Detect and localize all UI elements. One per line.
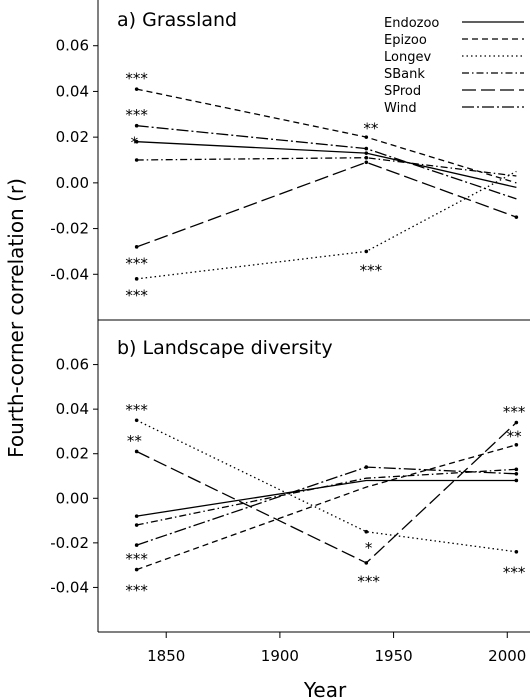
y-axis-label: Fourth-corner correlation (r) bbox=[4, 178, 28, 458]
data-point-sprod bbox=[364, 561, 369, 565]
legend-label: Epizoo bbox=[384, 33, 427, 48]
data-point-epizoo bbox=[364, 135, 369, 139]
data-point-sprod bbox=[134, 449, 139, 454]
y-tick-label: -0.02 bbox=[50, 534, 89, 552]
y-tick-label: 0.04 bbox=[56, 400, 89, 418]
panel-a-title: a) Grassland bbox=[117, 9, 237, 31]
data-point-wind bbox=[364, 465, 369, 469]
data-point-epizoo bbox=[134, 87, 139, 91]
y-tick-label: 0.06 bbox=[56, 37, 89, 55]
panel-grassland: a) Grassland -0.04 -0.02 0.00 0.02 0.04 0.06 *… bbox=[50, 0, 530, 321]
series-line-sbank bbox=[136, 468, 517, 526]
data-point-endozoo bbox=[514, 478, 519, 483]
series-line-sprod bbox=[136, 161, 517, 248]
data-point-endozoo bbox=[134, 139, 139, 144]
y-tick-label: -0.02 bbox=[50, 220, 89, 238]
significance-label: * bbox=[365, 539, 373, 557]
data-point-wind bbox=[514, 471, 519, 476]
significance-label: * bbox=[131, 133, 139, 151]
significance-label: ** bbox=[507, 428, 523, 446]
x-tick-label: 1900 bbox=[261, 647, 299, 665]
data-point-sbank bbox=[364, 155, 369, 160]
series-line-longev bbox=[136, 170, 517, 280]
data-point-sprod bbox=[364, 160, 369, 165]
significance-label: *** bbox=[125, 581, 148, 599]
data-point-sprod bbox=[514, 215, 519, 219]
x-tick-label: 2000 bbox=[488, 647, 526, 665]
significance-label: ** bbox=[127, 432, 143, 450]
data-point-sprod bbox=[514, 420, 519, 425]
data-point-sbank bbox=[134, 523, 139, 527]
significance-label: *** bbox=[360, 261, 383, 279]
data-point-longev bbox=[134, 418, 139, 423]
y-tick-label: 0.04 bbox=[56, 82, 89, 100]
legend-label: Longev bbox=[384, 50, 431, 65]
x-tick-label: 1950 bbox=[374, 647, 412, 665]
legend-label: Endozoo bbox=[384, 16, 439, 31]
y-tick-label: -0.04 bbox=[50, 578, 89, 596]
data-point-sprod bbox=[134, 245, 139, 249]
data-point-sbank bbox=[514, 467, 519, 472]
data-point-longev bbox=[364, 249, 369, 254]
significance-label: *** bbox=[503, 403, 526, 421]
series-line-epizoo bbox=[136, 444, 517, 571]
x-tick-label: 1850 bbox=[147, 647, 185, 665]
legend-label: SProd bbox=[384, 84, 421, 99]
y-tick-label: -0.04 bbox=[50, 265, 89, 283]
data-point-endozoo bbox=[134, 514, 139, 518]
data-point-longev bbox=[364, 529, 369, 534]
data-point-longev bbox=[134, 277, 139, 281]
significance-label: *** bbox=[125, 401, 148, 419]
legend-label: SBank bbox=[384, 67, 425, 82]
panel-landscape-diversity: b) Landscape diversity -0.04 -0.02 0.00 0.0… bbox=[50, 320, 530, 633]
y-tick-label: 0.02 bbox=[56, 445, 89, 463]
significance-label: *** bbox=[125, 550, 148, 568]
significance-label: *** bbox=[125, 69, 148, 87]
x-axis-label: Year bbox=[303, 678, 347, 700]
y-tick-label: 0.00 bbox=[56, 174, 89, 192]
significance-label: *** bbox=[125, 287, 148, 305]
legend-label: Wind bbox=[384, 101, 417, 116]
data-point-sbank bbox=[134, 158, 139, 162]
y-tick-label: 0.02 bbox=[56, 128, 89, 146]
data-point-endozoo bbox=[364, 151, 369, 155]
data-point-longev bbox=[514, 549, 519, 554]
data-point-epizoo bbox=[514, 443, 519, 447]
series-line-endozoo bbox=[136, 479, 517, 517]
y-tick-label: 0.00 bbox=[56, 489, 89, 507]
significance-label: *** bbox=[125, 255, 148, 273]
data-point-wind bbox=[134, 543, 139, 547]
data-point-wind bbox=[364, 146, 369, 151]
y-tick-label: 0.06 bbox=[56, 356, 89, 374]
data-point-epizoo bbox=[134, 567, 139, 572]
significance-label: *** bbox=[503, 564, 526, 582]
significance-label: *** bbox=[357, 573, 380, 591]
data-point-wind bbox=[134, 123, 139, 128]
series-line-sbank bbox=[136, 157, 517, 177]
series-line-longev bbox=[136, 419, 517, 553]
significance-label: ** bbox=[363, 120, 379, 138]
legend: Endozoo Epizoo Longev SBank SProd Wind bbox=[384, 16, 524, 116]
panel-b-title: b) Landscape diversity bbox=[117, 337, 333, 359]
significance-label: *** bbox=[125, 106, 148, 124]
